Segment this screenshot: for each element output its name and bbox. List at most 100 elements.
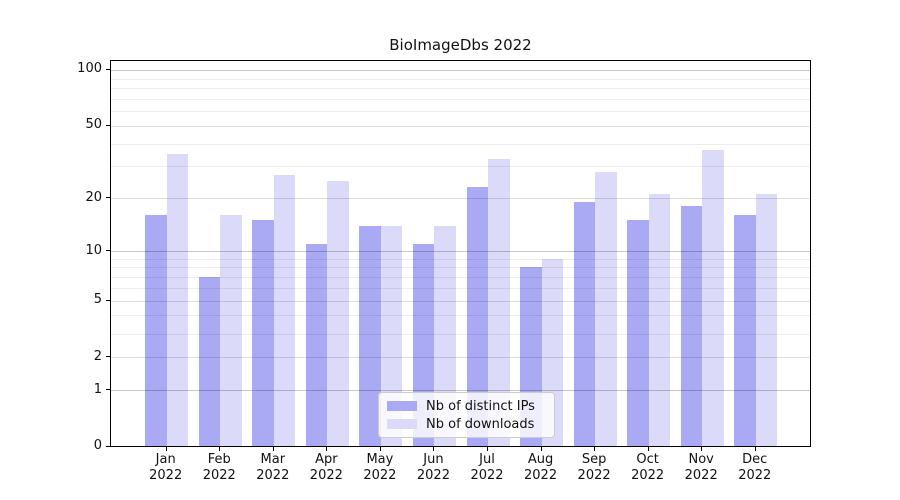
y-tick-label-20: 20: [85, 189, 102, 205]
y-tick-50: [106, 124, 110, 126]
gridline-minor-60: [111, 111, 810, 113]
x-tick-jun: [433, 447, 435, 451]
x-tick-nov: [701, 447, 703, 451]
bar-ips-oct: [627, 220, 649, 446]
x-tick-label-nov: Nov 2022: [671, 452, 731, 484]
gridline-20: [111, 198, 810, 200]
y-tick-5: [106, 299, 110, 301]
y-tick-0: [106, 445, 110, 447]
x-tick-year-feb: 2022: [202, 468, 236, 483]
gridline-2: [111, 357, 810, 359]
bar-downloads-sep: [595, 171, 617, 446]
x-tick-label-oct: Oct 2022: [618, 452, 678, 484]
x-tick-label-dec: Dec 2022: [725, 452, 785, 484]
x-tick-year-sep: 2022: [577, 468, 611, 483]
bar-downloads-oct: [648, 194, 671, 446]
gridline-minor-6: [111, 287, 810, 289]
bar-ips-jan: [145, 215, 167, 446]
gridline-100: [111, 69, 810, 71]
gridline-minor-3: [111, 333, 810, 335]
y-tick-2: [106, 356, 110, 358]
bar-downloads-jan: [166, 154, 189, 446]
gridline-minor-9: [111, 258, 810, 260]
x-tick-feb: [219, 447, 221, 451]
x-tick-label-sep: Sep 2022: [564, 452, 624, 484]
gridline-minor-70: [111, 98, 810, 100]
x-tick-label-jan: Jan 2022: [136, 452, 196, 484]
y-tick-20: [106, 197, 110, 199]
x-tick-year-jun: 2022: [416, 468, 450, 483]
legend-swatch-distinct-ips: [387, 401, 417, 411]
legend-label-distinct-ips: Nb of distinct IPs: [426, 398, 535, 414]
x-tick-apr: [326, 447, 328, 451]
x-tick-label-jul: Jul 2022: [457, 452, 517, 484]
bar-ips-dec: [734, 215, 756, 446]
x-tick-year-oct: 2022: [631, 468, 665, 483]
bar-ips-sep: [573, 202, 596, 446]
y-tick-label-5: 5: [93, 292, 102, 307]
x-tick-year-jul: 2022: [470, 468, 504, 483]
y-tick-100: [106, 68, 110, 70]
y-tick-label-2: 2: [93, 348, 102, 364]
y-tick-label-50: 50: [85, 117, 102, 133]
legend-swatch-downloads: [387, 419, 417, 429]
y-tick-label-0: 0: [93, 438, 102, 454]
x-tick-may: [379, 447, 381, 451]
bar-downloads-mar: [273, 174, 296, 446]
bar-ips-mar: [252, 220, 274, 446]
x-tick-label-apr: Apr 2022: [296, 452, 356, 484]
gridline-minor-40: [111, 143, 810, 145]
gridline-10: [111, 251, 810, 253]
bar-ips-jul: [466, 187, 488, 446]
bar-ips-nov: [680, 206, 703, 446]
x-tick-year-dec: 2022: [738, 468, 772, 483]
x-tick-year-nov: 2022: [684, 468, 718, 483]
bar-downloads-jun: [434, 225, 456, 446]
x-tick-year-aug: 2022: [524, 468, 558, 483]
gridline-minor-8: [111, 267, 810, 269]
gridline-minor-80: [111, 88, 810, 89]
bar-downloads-feb: [220, 215, 242, 446]
bar-ips-apr: [305, 243, 328, 446]
x-tick-mar: [272, 447, 274, 451]
x-tick-sep: [594, 447, 596, 451]
legend-item-distinct-ips: Nb of distinct IPs: [387, 398, 546, 414]
gridline-minor-90: [111, 78, 810, 80]
bar-downloads-nov: [702, 149, 724, 446]
legend-item-downloads: Nb of downloads: [387, 416, 546, 432]
x-tick-year-may: 2022: [363, 468, 397, 483]
chart-title: BioImageDbs 2022: [389, 36, 532, 54]
x-tick-label-may: May 2022: [350, 452, 410, 484]
y-tick-label-100: 100: [77, 61, 102, 77]
x-tick-oct: [647, 447, 649, 451]
x-tick-year-apr: 2022: [309, 468, 343, 483]
bar-downloads-dec: [755, 194, 778, 446]
x-tick-label-mar: Mar 2022: [243, 452, 303, 484]
x-tick-dec: [754, 447, 756, 451]
x-tick-year-mar: 2022: [256, 468, 290, 483]
bar-downloads-apr: [327, 180, 349, 446]
bar-ips-may: [359, 225, 381, 446]
gridline-minor-4: [111, 315, 810, 317]
y-tick-10: [106, 250, 110, 252]
bar-downloads-may: [380, 225, 403, 446]
x-tick-label-aug: Aug 2022: [511, 452, 571, 484]
x-tick-jul: [487, 447, 488, 451]
y-tick-label-10: 10: [85, 242, 102, 258]
y-tick-1: [106, 389, 110, 391]
gridline-5: [111, 300, 810, 302]
bar-downloads-jul: [488, 158, 510, 446]
plot-area: [110, 60, 811, 447]
bar-ips-feb: [198, 277, 221, 446]
x-tick-jan: [165, 447, 167, 451]
x-tick-aug: [540, 447, 542, 451]
gridline-50: [111, 125, 810, 127]
x-tick-year-jan: 2022: [149, 468, 183, 483]
y-tick-label-1: 1: [93, 381, 102, 397]
legend-label-downloads: Nb of downloads: [426, 416, 535, 432]
gridline-1: [111, 390, 810, 392]
legend: Nb of distinct IPs Nb of downloads: [378, 392, 555, 438]
x-tick-label-feb: Feb 2022: [189, 452, 249, 484]
gridline-minor-30: [111, 166, 810, 168]
